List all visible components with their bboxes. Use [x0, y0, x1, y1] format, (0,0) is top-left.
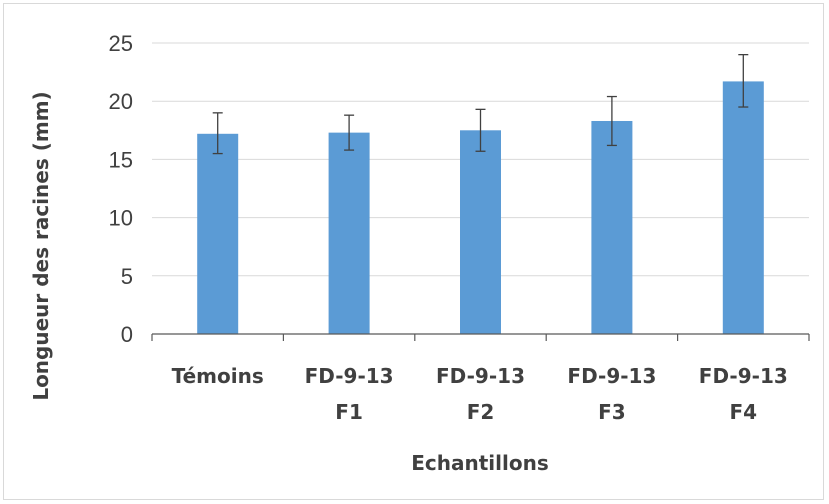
bar	[460, 130, 501, 334]
error-bars	[212, 53, 749, 155]
y-tick-label: 10	[109, 206, 133, 231]
x-tick-label: Témoins	[172, 364, 264, 388]
x-tick-label: F3	[598, 400, 626, 424]
bar	[722, 81, 764, 334]
bar	[328, 132, 370, 334]
x-tick-label: FD-9-13	[436, 364, 525, 388]
x-tick-labels: Témoins FD-9-13 F1 FD-9-13 F2 FD-9-13 F3 FD-9-1…	[172, 364, 788, 424]
bars	[197, 81, 764, 334]
x-tick-label: FD-9-13	[567, 364, 656, 388]
y-tick-label: 15	[109, 147, 133, 172]
bar	[197, 133, 239, 334]
x-axis-title: Echantillons	[411, 451, 549, 475]
x-tick-label: FD-9-13	[305, 364, 394, 388]
y-tick-labels: 0 5 10 15 20 25	[109, 31, 133, 347]
x-tick-label: FD-9-13	[699, 364, 788, 388]
x-tick-label: F4	[730, 400, 758, 424]
y-tick-label: 0	[121, 322, 133, 347]
x-tick-label: F1	[335, 400, 363, 424]
y-tick-label: 5	[121, 264, 133, 289]
bar	[591, 120, 633, 334]
x-tick-label: F2	[467, 400, 495, 424]
chart-frame	[3, 3, 824, 500]
axes	[151, 333, 810, 341]
y-axis-title: Longueur des racines (mm)	[29, 91, 53, 400]
y-tick-label: 20	[109, 89, 133, 114]
y-tick-label: 25	[109, 31, 133, 56]
